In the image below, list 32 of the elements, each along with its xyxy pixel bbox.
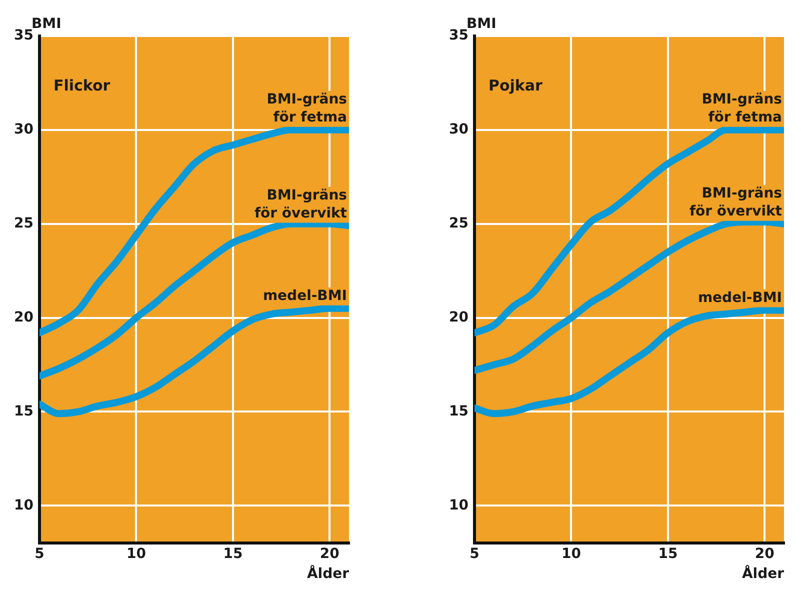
y-tick-label: 15 xyxy=(449,403,468,420)
y-tick-label: 25 xyxy=(449,215,468,232)
x-tick-label: 20 xyxy=(754,546,775,562)
series-label: medel-BMI xyxy=(698,290,782,306)
y-tick-label: 15 xyxy=(14,403,34,420)
y-axis-title: BMI xyxy=(466,16,496,32)
y-tick-label: 30 xyxy=(449,122,469,138)
series-label: medel-BMI xyxy=(262,288,347,304)
y-tick-label: 35 xyxy=(449,28,468,44)
series-label: BMI-gräns för fetma xyxy=(266,92,347,126)
x-tick-label: 10 xyxy=(126,546,146,562)
text: Flickor xyxy=(53,76,111,95)
series-label: BMI-gräns för fetma xyxy=(702,92,782,126)
y-tick-label: 35 xyxy=(14,28,34,44)
x-axis-title: Ålder xyxy=(306,564,350,582)
y-tick-label: 30 xyxy=(14,122,34,138)
y-tick-label: 25 xyxy=(14,215,34,232)
text: Pojkar xyxy=(488,76,544,95)
x-axis-title: Ålder xyxy=(742,564,784,582)
x-tick-label: 15 xyxy=(658,546,678,562)
series-label: BMI-gräns för övervikt xyxy=(254,187,348,222)
y-axis-title: BMI xyxy=(31,16,62,32)
x-tick-label: 5 xyxy=(470,546,480,562)
x-tick-label: 20 xyxy=(320,546,340,562)
x-tick-label: 5 xyxy=(34,546,44,562)
y-tick-label: 10 xyxy=(14,497,34,514)
y-tick-label: 20 xyxy=(14,309,34,326)
y-tick-label: 10 xyxy=(449,497,469,514)
x-tick-label: 10 xyxy=(561,546,582,562)
series-label: BMI-gräns för övervikt xyxy=(689,185,782,220)
y-tick-label: 20 xyxy=(449,309,469,326)
x-tick-label: 15 xyxy=(223,546,243,562)
